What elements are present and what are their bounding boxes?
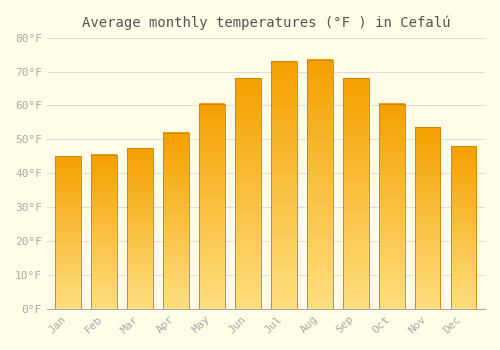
Title: Average monthly temperatures (°F ) in Cefalú: Average monthly temperatures (°F ) in Ce… (82, 15, 450, 29)
